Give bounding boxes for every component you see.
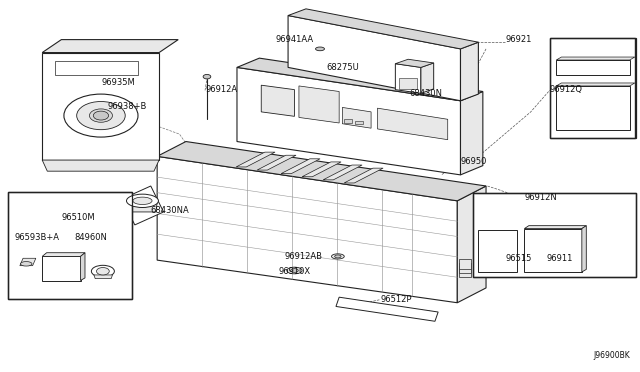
- Polygon shape: [157, 156, 458, 303]
- Polygon shape: [342, 108, 371, 128]
- Polygon shape: [461, 42, 478, 101]
- Polygon shape: [478, 231, 516, 272]
- Bar: [355, 121, 363, 125]
- Polygon shape: [461, 92, 483, 175]
- Polygon shape: [556, 86, 630, 131]
- Bar: [8, 192, 132, 299]
- Polygon shape: [344, 168, 383, 183]
- Bar: [460, 259, 470, 269]
- Bar: [460, 266, 470, 277]
- Ellipse shape: [133, 197, 152, 205]
- Polygon shape: [20, 258, 36, 266]
- Polygon shape: [458, 186, 486, 303]
- Text: 96910X: 96910X: [278, 267, 310, 276]
- Ellipse shape: [77, 102, 125, 130]
- Polygon shape: [524, 229, 582, 272]
- Ellipse shape: [90, 109, 113, 122]
- Polygon shape: [122, 186, 164, 225]
- Polygon shape: [42, 52, 159, 160]
- Text: 96912N: 96912N: [524, 193, 557, 202]
- Polygon shape: [42, 253, 85, 256]
- Text: 96593B+A: 96593B+A: [15, 233, 60, 243]
- Bar: [550, 38, 635, 138]
- Polygon shape: [237, 58, 483, 101]
- Text: 68430NA: 68430NA: [151, 206, 189, 215]
- Text: 96515: 96515: [505, 254, 532, 263]
- Polygon shape: [302, 162, 341, 177]
- Bar: [8, 192, 132, 299]
- Ellipse shape: [291, 269, 298, 272]
- Polygon shape: [556, 60, 630, 75]
- Bar: [473, 193, 636, 277]
- Polygon shape: [257, 155, 296, 170]
- Polygon shape: [42, 160, 159, 171]
- Polygon shape: [556, 57, 635, 60]
- Text: 96911: 96911: [547, 254, 573, 263]
- Text: J96900BK: J96900BK: [593, 351, 630, 360]
- Bar: [399, 78, 417, 89]
- Text: 96921: 96921: [505, 35, 532, 44]
- Polygon shape: [582, 226, 586, 272]
- Polygon shape: [42, 39, 178, 52]
- Polygon shape: [336, 297, 438, 321]
- Text: 68275U: 68275U: [326, 63, 359, 72]
- Polygon shape: [261, 85, 294, 116]
- Polygon shape: [396, 59, 434, 67]
- Text: 68430N: 68430N: [410, 89, 442, 98]
- Bar: [55, 61, 138, 75]
- Ellipse shape: [64, 94, 138, 137]
- Polygon shape: [524, 226, 586, 229]
- Ellipse shape: [203, 74, 211, 79]
- Polygon shape: [42, 256, 81, 280]
- Bar: [460, 263, 470, 273]
- Polygon shape: [396, 64, 421, 93]
- Ellipse shape: [332, 254, 344, 259]
- Text: 96510M: 96510M: [61, 213, 95, 222]
- Polygon shape: [288, 9, 478, 49]
- Polygon shape: [281, 159, 320, 174]
- Polygon shape: [94, 275, 113, 279]
- Polygon shape: [236, 152, 275, 167]
- Ellipse shape: [335, 255, 341, 258]
- Ellipse shape: [287, 267, 302, 274]
- Ellipse shape: [97, 267, 109, 275]
- Text: 96512P: 96512P: [381, 295, 412, 304]
- Polygon shape: [421, 63, 434, 93]
- Ellipse shape: [93, 111, 109, 120]
- Polygon shape: [129, 203, 157, 212]
- Polygon shape: [323, 165, 362, 180]
- Polygon shape: [288, 16, 461, 101]
- Ellipse shape: [127, 194, 159, 208]
- Text: 96941AA: 96941AA: [275, 35, 314, 44]
- Ellipse shape: [316, 47, 324, 51]
- Bar: [473, 193, 636, 277]
- Ellipse shape: [20, 262, 32, 266]
- Polygon shape: [556, 83, 635, 86]
- Text: 96912A: 96912A: [205, 85, 237, 94]
- Text: 96935M: 96935M: [102, 78, 136, 87]
- Polygon shape: [299, 86, 339, 123]
- Text: 96950: 96950: [461, 157, 487, 166]
- Ellipse shape: [92, 265, 115, 277]
- Polygon shape: [81, 253, 85, 280]
- Bar: [550, 38, 636, 138]
- Polygon shape: [157, 141, 486, 201]
- Polygon shape: [237, 67, 461, 175]
- Text: 96938+B: 96938+B: [108, 102, 147, 111]
- Bar: [344, 119, 352, 123]
- Text: 84960N: 84960N: [74, 233, 107, 243]
- Text: 96912AB: 96912AB: [285, 252, 323, 261]
- Polygon shape: [378, 108, 448, 140]
- Text: 96912Q: 96912Q: [550, 85, 583, 94]
